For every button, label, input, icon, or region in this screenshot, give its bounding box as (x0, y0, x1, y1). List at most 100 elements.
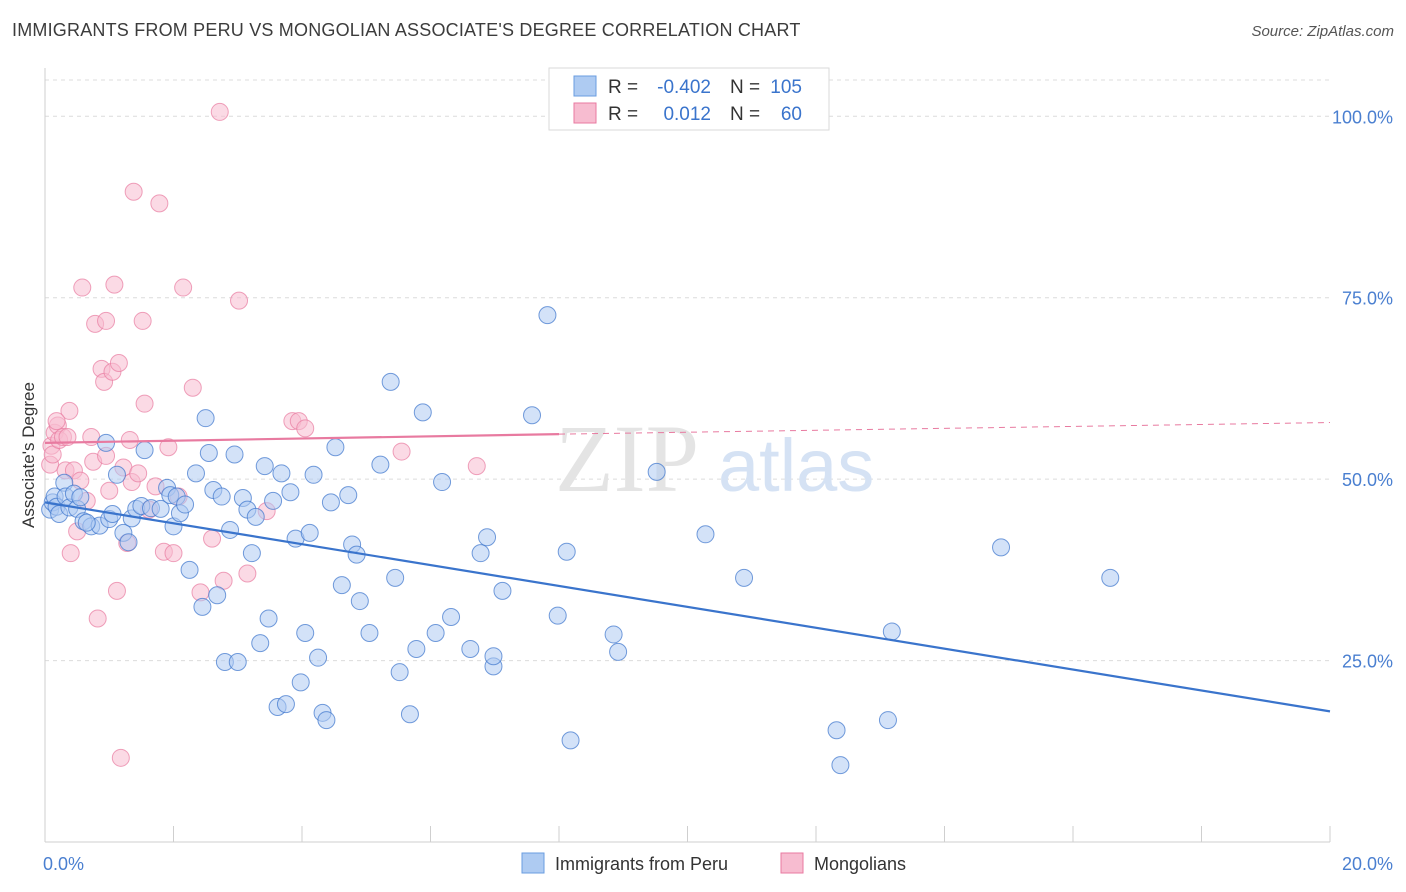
peru-point (609, 642, 628, 661)
mongolians-point (203, 529, 222, 548)
legend-swatch-peru (573, 75, 597, 97)
mongolians-point (164, 544, 183, 563)
peru-point (992, 538, 1011, 557)
mongolians-point (129, 464, 148, 483)
mongolians-point (120, 430, 139, 449)
chart-source: Source: ZipAtlas.com (1251, 23, 1394, 40)
legend-r-value-mongolians: 0.012 (663, 104, 711, 125)
peru-point (827, 721, 846, 740)
watermark-atlas: atlas (718, 424, 874, 507)
y-axis-label: Associate's Degree (19, 382, 38, 528)
mongolians-trend-line (44, 433, 560, 444)
peru-point (493, 581, 512, 600)
mongolians-point (47, 412, 66, 431)
peru-point (251, 634, 270, 653)
mongolians-point (133, 311, 152, 330)
mongolians-point (88, 609, 107, 628)
peru-point (1101, 568, 1120, 587)
peru-point (426, 623, 445, 642)
peru-point (242, 544, 261, 563)
legend-n-label-mongolians: N = (730, 104, 760, 125)
peru-point (471, 544, 490, 563)
peru-point (371, 455, 390, 474)
peru-point (119, 533, 138, 552)
legend-swatch-mongolians (573, 102, 597, 124)
mongolians-point (97, 311, 116, 330)
peru-trend-line (44, 501, 1331, 713)
peru-point (296, 623, 315, 642)
mongolians-point (100, 481, 119, 500)
mongolians-point (61, 544, 80, 563)
peru-point (208, 586, 227, 605)
peru-point (71, 488, 90, 507)
mongolians-point (105, 275, 124, 294)
peru-point (461, 639, 480, 658)
peru-point (272, 464, 291, 483)
mongolians-point (58, 428, 77, 447)
bottom-legend-swatch-mongolians (780, 852, 804, 874)
mongolians-point (135, 394, 154, 413)
tick-labels: 25.0% 50.0% 75.0% 100.0% 0.0% 20.0% (43, 107, 1393, 874)
series-peru-points (41, 306, 1120, 775)
mongolians-point (230, 291, 249, 310)
peru-point (291, 673, 310, 692)
y-tick-label: 50.0% (1342, 470, 1393, 490)
peru-point (212, 487, 231, 506)
trend-lines (44, 422, 1331, 713)
peru-point (433, 473, 452, 492)
legend-n-label-peru: N = (730, 77, 760, 98)
mongolians-point (174, 278, 193, 297)
peru-point (259, 609, 278, 628)
mongolians-point (238, 564, 257, 583)
mongolians-point (159, 438, 178, 457)
peru-point (264, 491, 283, 510)
mongolians-point (183, 378, 202, 397)
peru-point (407, 639, 426, 658)
peru-point (199, 444, 218, 463)
mongolians-point (296, 419, 315, 438)
peru-point (878, 711, 897, 730)
mongolians-point (150, 194, 169, 213)
mongolians-point (124, 182, 143, 201)
peru-point (523, 406, 542, 425)
peru-point (276, 695, 295, 714)
y-tick-label: 100.0% (1332, 107, 1393, 127)
peru-point (151, 499, 170, 518)
peru-point (413, 403, 432, 422)
peru-point (321, 493, 340, 512)
mongolians-point (111, 748, 130, 767)
peru-point (647, 462, 666, 481)
peru-point (882, 622, 901, 641)
peru-point (228, 653, 247, 672)
mongolians-point (107, 581, 126, 600)
legend-r-value-peru: -0.402 (657, 77, 711, 98)
mongolians-point (109, 354, 128, 373)
bottom-legend-swatch-peru (521, 852, 545, 874)
peru-point (350, 592, 369, 611)
legend-r-label-mongolians: R = (608, 104, 638, 125)
watermark-zip: ZIP (555, 405, 699, 512)
peru-point (281, 483, 300, 502)
mongolians-trend-extension (558, 422, 1331, 435)
mongolians-point (73, 278, 92, 297)
peru-point (221, 520, 240, 539)
peru-point (176, 495, 195, 514)
peru-point (548, 606, 567, 625)
peru-point (77, 513, 96, 532)
peru-point (386, 568, 405, 587)
peru-point (381, 372, 400, 391)
peru-point (317, 711, 336, 730)
peru-point (326, 438, 345, 457)
peru-point (390, 663, 409, 682)
bottom-legend-label-peru: Immigrants from Peru (555, 854, 728, 874)
y-tick-label: 25.0% (1342, 652, 1393, 672)
chart-title: IMMIGRANTS FROM PERU VS MONGOLIAN ASSOCI… (12, 20, 801, 40)
peru-point (557, 542, 576, 561)
peru-point (332, 576, 351, 595)
peru-point (196, 409, 215, 428)
mongolians-point (392, 442, 411, 461)
peru-point (538, 306, 557, 325)
gridlines (45, 79, 1330, 662)
peru-point (400, 705, 419, 724)
